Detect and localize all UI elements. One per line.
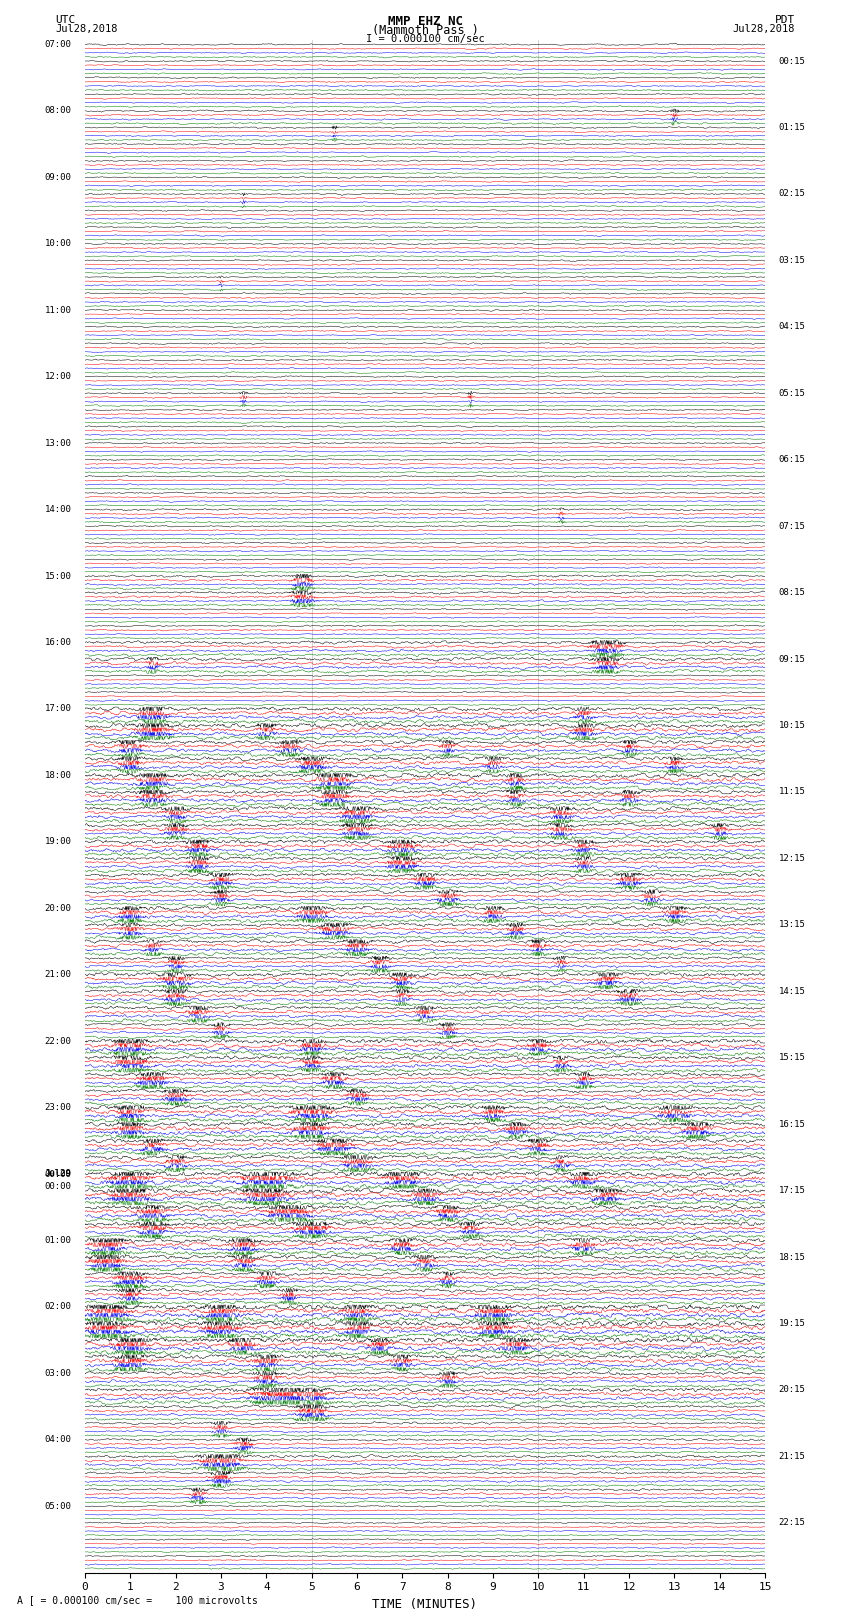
Text: 10:15: 10:15 xyxy=(779,721,806,731)
Text: 11:00: 11:00 xyxy=(44,306,71,315)
Text: I = 0.000100 cm/sec: I = 0.000100 cm/sec xyxy=(366,34,484,44)
Text: 19:00: 19:00 xyxy=(44,837,71,847)
Text: 05:15: 05:15 xyxy=(779,389,806,398)
Text: 15:00: 15:00 xyxy=(44,571,71,581)
Text: UTC: UTC xyxy=(55,15,76,24)
Text: 14:15: 14:15 xyxy=(779,987,806,995)
Text: (Mammoth Pass ): (Mammoth Pass ) xyxy=(371,24,479,37)
Text: 00:00: 00:00 xyxy=(44,1169,71,1179)
Text: 04:15: 04:15 xyxy=(779,323,806,331)
Text: 08:15: 08:15 xyxy=(779,589,806,597)
Text: 23:00: 23:00 xyxy=(44,1103,71,1111)
Text: A [ = 0.000100 cm/sec =    100 microvolts: A [ = 0.000100 cm/sec = 100 microvolts xyxy=(17,1595,258,1605)
Text: 19:15: 19:15 xyxy=(779,1319,806,1327)
Text: 00:15: 00:15 xyxy=(779,56,806,66)
Text: 06:15: 06:15 xyxy=(779,455,806,465)
Text: Jul29: Jul29 xyxy=(44,1169,71,1177)
Text: 00:00: 00:00 xyxy=(44,1182,71,1190)
Text: 22:00: 22:00 xyxy=(44,1037,71,1045)
Text: PDT: PDT xyxy=(774,15,795,24)
Text: 11:15: 11:15 xyxy=(779,787,806,797)
Text: 13:15: 13:15 xyxy=(779,921,806,929)
Text: 01:15: 01:15 xyxy=(779,123,806,132)
Text: 02:15: 02:15 xyxy=(779,189,806,198)
Text: 03:15: 03:15 xyxy=(779,256,806,265)
Text: Jul28,2018: Jul28,2018 xyxy=(732,24,795,34)
Text: 02:00: 02:00 xyxy=(44,1302,71,1311)
Text: 08:00: 08:00 xyxy=(44,106,71,116)
Text: 17:15: 17:15 xyxy=(779,1186,806,1195)
Text: 22:15: 22:15 xyxy=(779,1518,806,1528)
Text: MMP EHZ NC: MMP EHZ NC xyxy=(388,15,462,27)
Text: 16:15: 16:15 xyxy=(779,1119,806,1129)
Text: 21:15: 21:15 xyxy=(779,1452,806,1461)
Text: 18:15: 18:15 xyxy=(779,1253,806,1261)
Text: 21:00: 21:00 xyxy=(44,969,71,979)
Text: 20:15: 20:15 xyxy=(779,1386,806,1395)
Text: 07:15: 07:15 xyxy=(779,521,806,531)
Text: 03:00: 03:00 xyxy=(44,1369,71,1378)
X-axis label: TIME (MINUTES): TIME (MINUTES) xyxy=(372,1598,478,1611)
Text: 09:15: 09:15 xyxy=(779,655,806,663)
Text: 04:00: 04:00 xyxy=(44,1436,71,1444)
Text: 14:00: 14:00 xyxy=(44,505,71,515)
Text: 12:00: 12:00 xyxy=(44,373,71,381)
Text: 09:00: 09:00 xyxy=(44,173,71,182)
Text: Jul28,2018: Jul28,2018 xyxy=(55,24,118,34)
Text: 07:00: 07:00 xyxy=(44,40,71,48)
Text: 05:00: 05:00 xyxy=(44,1502,71,1511)
Text: 12:15: 12:15 xyxy=(779,853,806,863)
Text: 18:00: 18:00 xyxy=(44,771,71,779)
Text: 17:00: 17:00 xyxy=(44,705,71,713)
Text: 16:00: 16:00 xyxy=(44,639,71,647)
Text: 20:00: 20:00 xyxy=(44,903,71,913)
Text: 15:15: 15:15 xyxy=(779,1053,806,1063)
Text: 01:00: 01:00 xyxy=(44,1236,71,1245)
Text: 13:00: 13:00 xyxy=(44,439,71,448)
Text: 10:00: 10:00 xyxy=(44,239,71,248)
